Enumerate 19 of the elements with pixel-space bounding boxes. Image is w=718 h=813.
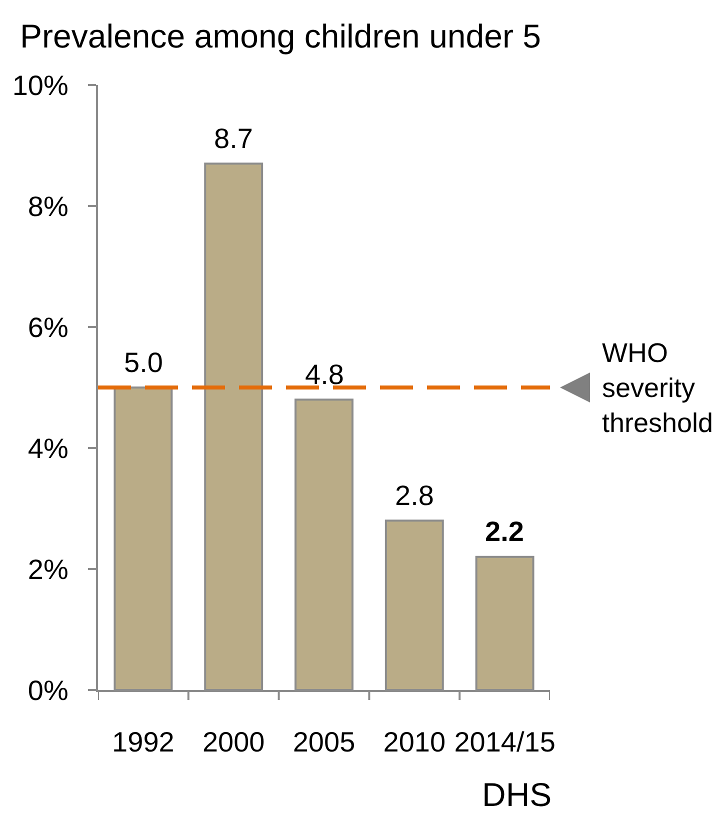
data-label: 4.8 bbox=[305, 359, 344, 390]
y-tick-label: 8% bbox=[28, 190, 68, 222]
y-tick-label: 2% bbox=[28, 554, 68, 585]
y-tick-label: 6% bbox=[28, 312, 68, 343]
x-tick-label: 2010 bbox=[383, 726, 446, 758]
ref-line-label: WHO severity threshold bbox=[602, 338, 714, 438]
y-tick-label: 0% bbox=[28, 674, 68, 706]
x-axis-title: DHS bbox=[482, 776, 552, 813]
x-tick-label: 2000 bbox=[202, 726, 265, 758]
data-label: 2.8 bbox=[395, 480, 434, 511]
data-label: 8.7 bbox=[214, 123, 253, 154]
data-label: 5.0 bbox=[124, 347, 163, 378]
y-tick-label: 4% bbox=[28, 432, 68, 464]
y-tick-label: 10% bbox=[12, 70, 68, 101]
x-tick-label: 2005 bbox=[292, 726, 356, 758]
x-tick-label: 2014/15 bbox=[454, 726, 556, 758]
data-label: 2.2 bbox=[485, 516, 524, 547]
x-tick-label: 1992 bbox=[112, 726, 174, 758]
chart-title: Prevalence among children under 5 bbox=[20, 18, 541, 55]
